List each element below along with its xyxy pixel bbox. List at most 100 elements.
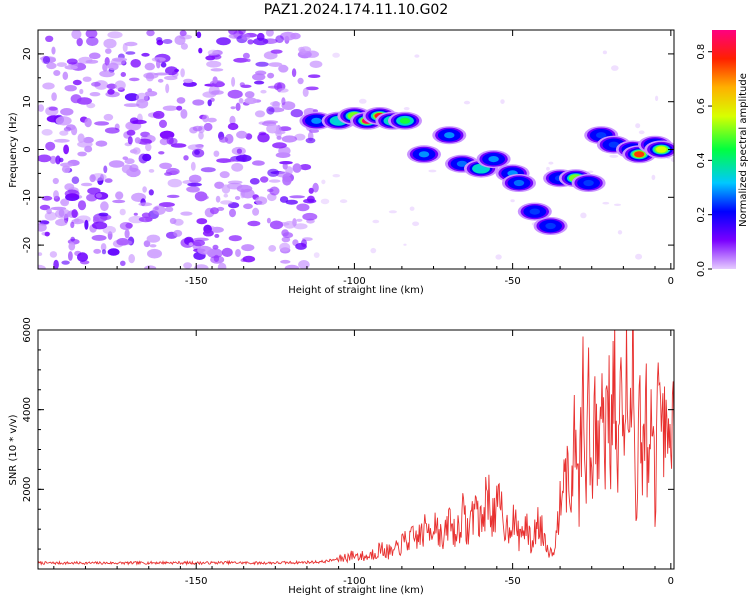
noise-blob	[103, 165, 108, 174]
ridge-blob	[488, 156, 499, 163]
noise-blob	[180, 43, 188, 50]
noise-blob	[370, 247, 377, 254]
ridge-blob	[596, 132, 607, 139]
noise-blob	[53, 259, 59, 269]
noise-blob	[267, 168, 280, 177]
noise-blob	[133, 212, 138, 216]
noise-blob	[188, 174, 202, 184]
noise-blob	[101, 249, 107, 255]
noise-blob	[56, 62, 67, 67]
colorbar: 0.0 0.2 0.4 0.6 0.8 Normalized spectral ampl…	[696, 30, 749, 277]
noise-blob	[128, 254, 135, 264]
noise-blob	[158, 151, 165, 155]
noise-blob	[167, 178, 182, 188]
noise-blob	[282, 232, 294, 239]
noise-blob	[294, 133, 306, 141]
colorbar-ticks: 0.0 0.2 0.4 0.6 0.8	[696, 44, 712, 277]
noise-blob	[162, 39, 173, 44]
noise-blob	[71, 209, 78, 218]
noise-blob	[49, 155, 57, 164]
noise-blob	[269, 220, 284, 230]
noise-blob	[246, 58, 251, 63]
noise-blob	[260, 89, 267, 94]
noise-blob	[60, 199, 68, 205]
chart-title: PAZ1.2024.174.11.10.G02	[264, 2, 449, 18]
noise-blob	[142, 186, 147, 193]
noise-blob	[91, 234, 107, 241]
ridge-blob	[475, 165, 487, 172]
noise-blob	[216, 37, 231, 46]
noise-blob	[228, 30, 237, 35]
snr-xlabel: Height of straight line (km)	[288, 585, 424, 596]
noise-blob	[38, 154, 52, 163]
noise-blob	[77, 133, 85, 143]
noise-blob	[266, 217, 271, 224]
noise-blob	[132, 147, 141, 155]
noise-blob	[116, 238, 129, 246]
noise-blob	[282, 175, 292, 186]
noise-blob	[141, 52, 150, 57]
noise-blob	[94, 121, 110, 126]
noise-blob	[308, 187, 314, 194]
noise-blob	[147, 134, 152, 140]
noise-blob	[289, 195, 305, 199]
noise-blob	[635, 253, 643, 260]
noise-blob	[372, 219, 380, 224]
noise-blob	[198, 131, 204, 140]
noise-blob	[187, 182, 202, 187]
noise-blob	[55, 116, 72, 126]
noise-blob	[107, 31, 123, 39]
noise-blob	[281, 236, 291, 243]
noise-blob	[82, 76, 92, 82]
noise-blob	[409, 206, 415, 211]
noise-blob	[200, 167, 216, 173]
noise-blob	[495, 254, 502, 260]
noise-blob	[602, 50, 608, 55]
noise-blob	[124, 229, 130, 239]
noise-blob	[143, 240, 151, 248]
noise-blob	[221, 247, 233, 257]
noise-blob	[156, 59, 161, 69]
noise-blob	[64, 189, 80, 198]
x-tick-label: -50	[504, 276, 520, 287]
noise-blob	[227, 122, 239, 131]
noise-blob	[194, 149, 200, 155]
noise-blob	[145, 90, 158, 97]
noise-blob	[196, 218, 208, 225]
noise-blob	[85, 30, 98, 39]
noise-blob	[670, 157, 674, 162]
noise-blob	[108, 160, 125, 168]
noise-blob	[252, 73, 266, 81]
noise-blob	[51, 46, 56, 55]
noise-blob	[332, 52, 340, 58]
x-tick-label: -100	[343, 576, 366, 587]
noise-blob	[38, 264, 46, 269]
noise-blob	[104, 178, 113, 183]
noise-blob	[135, 92, 149, 103]
noise-blob	[122, 156, 129, 160]
noise-blob	[115, 191, 124, 200]
noise-blob	[123, 103, 140, 107]
noise-blob	[197, 245, 213, 255]
noise-blob	[129, 164, 139, 173]
noise-blob	[68, 242, 76, 251]
snr-layer	[38, 330, 674, 566]
noise-blob	[302, 212, 318, 221]
noise-blob	[103, 113, 114, 121]
colorbar-tick-label: 0.4	[696, 152, 707, 168]
noise-blob	[249, 178, 260, 185]
noise-blob	[158, 202, 175, 208]
noise-blob	[159, 162, 173, 169]
noise-blob	[129, 77, 140, 82]
noise-blob	[164, 172, 173, 176]
colorbar-tick-label: 0.6	[696, 98, 707, 114]
noise-blob	[192, 125, 203, 132]
noise-blob	[242, 52, 250, 59]
noise-blob	[63, 144, 69, 155]
noise-blob	[548, 161, 554, 165]
noise-blob	[124, 41, 138, 47]
noise-blob	[93, 248, 102, 254]
noise-blob	[52, 177, 59, 185]
noise-blob	[176, 105, 183, 111]
